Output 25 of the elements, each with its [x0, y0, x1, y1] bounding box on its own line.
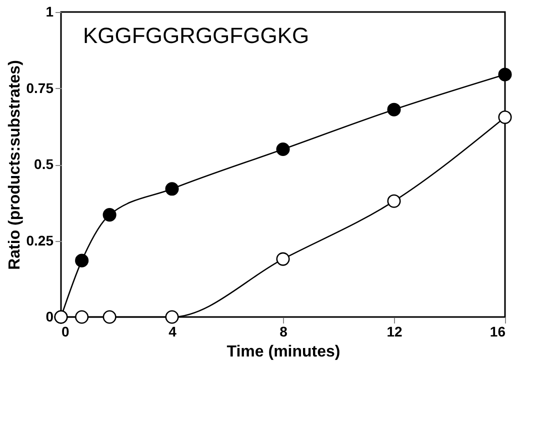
x-tick-label: 16 — [490, 324, 506, 340]
point — [387, 102, 401, 116]
point — [276, 142, 290, 156]
point — [102, 208, 116, 222]
y-tick-label: 0.5 — [34, 156, 54, 172]
point — [498, 110, 512, 124]
x-tick-label: 4 — [168, 324, 177, 340]
x-axis-title: Time (minutes) — [226, 344, 340, 360]
annotation: KGGFGGRGGFGGKG — [83, 23, 310, 48]
y-tick-label: 0.25 — [26, 232, 54, 248]
point — [75, 254, 89, 268]
point — [165, 182, 179, 196]
x-tick-label: 0 — [62, 324, 70, 340]
y-tick-label: 1 — [46, 4, 54, 20]
y-axis-title: Ratio (products:substrates) — [6, 60, 24, 270]
y-tick-label: 0.75 — [26, 80, 54, 96]
point — [165, 310, 179, 324]
point — [387, 194, 401, 208]
point — [75, 310, 89, 324]
y-tick-label: 0 — [46, 308, 54, 324]
point — [276, 252, 290, 266]
x-tick-label: 8 — [280, 324, 288, 340]
point — [498, 68, 512, 82]
point — [102, 310, 116, 324]
x-tick-label: 12 — [386, 324, 402, 340]
